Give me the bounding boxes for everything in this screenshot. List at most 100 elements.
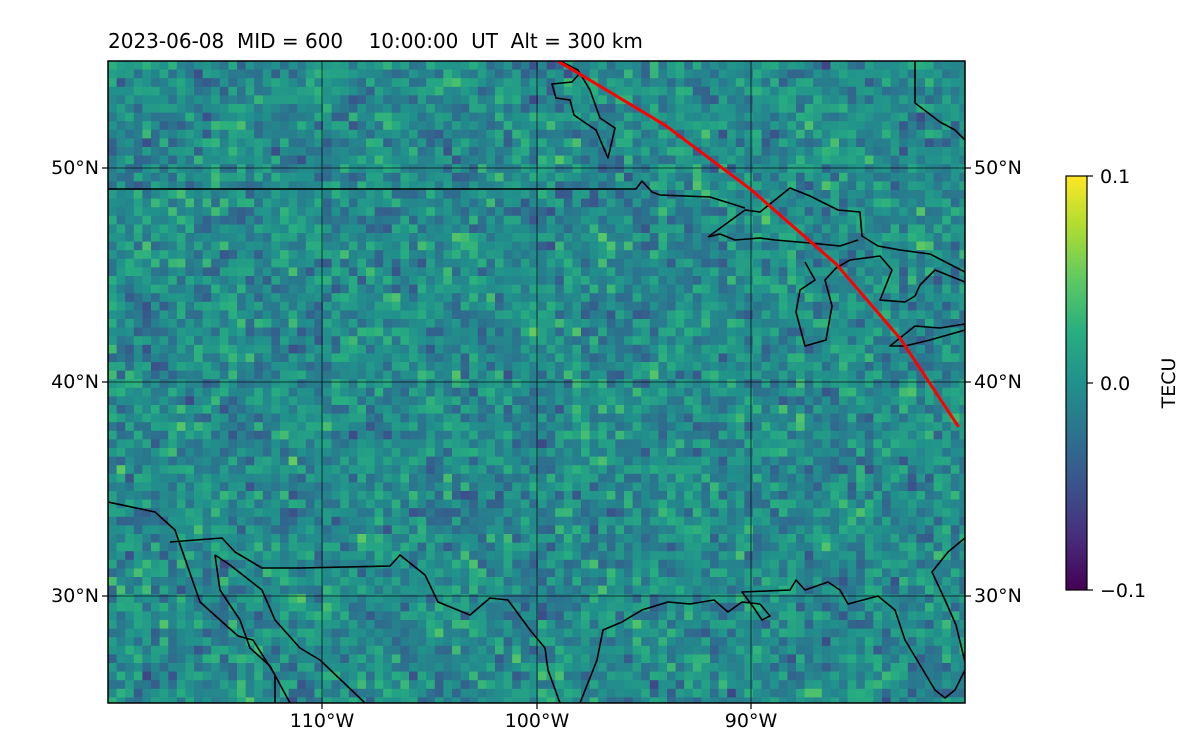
tec-cell [495, 413, 504, 423]
tec-cell [830, 430, 840, 440]
tec-cell [297, 224, 307, 234]
tec-cell [443, 215, 453, 225]
tec-cell [280, 276, 289, 285]
tec-cell [185, 319, 195, 328]
tec-cell [391, 86, 401, 96]
tec-cell [477, 284, 487, 294]
tec-cell [735, 207, 745, 217]
tec-cell [692, 207, 702, 217]
tec-cell [159, 258, 169, 268]
tec-cell [151, 215, 160, 225]
tec-cell [116, 215, 126, 225]
tec-cell [202, 224, 212, 234]
tec-cell [950, 379, 960, 389]
tec-cell [718, 138, 728, 148]
tec-cell [176, 353, 186, 363]
tec-cell [228, 233, 238, 242]
tec-cell [228, 448, 238, 457]
tec-cell [477, 482, 487, 492]
tec-cell [667, 362, 676, 371]
tec-cell [735, 353, 745, 363]
tec-cell [503, 405, 513, 414]
tec-cell [933, 207, 943, 217]
tec-cell [942, 207, 952, 217]
tec-cell [684, 233, 694, 242]
tec-cell [460, 121, 470, 131]
tec-cell [787, 207, 797, 217]
tec-cell [916, 258, 926, 268]
tec-cell [495, 198, 504, 208]
tec-cell [581, 387, 590, 397]
tec-cell [434, 207, 444, 217]
tec-cell [391, 181, 401, 191]
tec-cell [925, 413, 934, 423]
tec-cell [271, 61, 281, 70]
tec-cell [839, 129, 848, 139]
tec-cell [176, 155, 186, 165]
tec-cell [770, 430, 780, 440]
tec-cell [572, 129, 582, 139]
tec-cell [864, 353, 874, 363]
tec-cell [787, 353, 797, 363]
tec-cell [116, 448, 126, 457]
tec-cell [529, 387, 539, 397]
tec-cell [460, 241, 470, 251]
tec-cell [254, 327, 264, 337]
tec-cell [589, 215, 599, 225]
tec-heatmap [108, 61, 965, 703]
tec-cell [271, 86, 281, 96]
tec-cell [366, 362, 375, 371]
tec-cell [323, 155, 332, 165]
tec-cell [409, 112, 418, 122]
tec-cell [761, 164, 771, 174]
tec-cell [288, 448, 298, 457]
tec-cell [495, 233, 504, 242]
tec-cell [847, 293, 857, 303]
tec-cell [314, 207, 324, 217]
tec-cell [890, 267, 900, 277]
tec-cell [133, 164, 143, 174]
tec-cell [280, 95, 289, 105]
tec-cell [796, 370, 805, 380]
tec-cell [314, 164, 324, 174]
tec-cell [538, 181, 547, 191]
tec-cell [452, 267, 461, 277]
tec-cell [718, 362, 728, 371]
tec-cell [366, 121, 375, 131]
tec-cell [228, 69, 238, 79]
tec-cell [434, 465, 444, 475]
tec-cell [254, 413, 264, 423]
tec-cell [692, 276, 702, 285]
tec-cell [641, 207, 651, 217]
tec-cell [151, 241, 160, 251]
tec-cell [366, 456, 375, 466]
tec-cell [452, 224, 461, 234]
tec-cell [142, 456, 152, 466]
tec-cell [718, 121, 728, 131]
tec-cell [813, 164, 823, 174]
tec-cell [538, 344, 547, 354]
tec-cell [400, 482, 410, 492]
tec-cell [649, 121, 659, 131]
tec-cell [366, 181, 375, 191]
tec-cell [383, 250, 393, 260]
tec-cell [357, 190, 367, 199]
tec-cell [159, 456, 169, 466]
tec-cell [391, 95, 401, 105]
tec-cell [228, 104, 238, 113]
tec-cell [443, 405, 453, 414]
tec-cell [280, 181, 289, 191]
tec-cell [185, 379, 195, 389]
tec-cell [340, 413, 350, 423]
tec-cell [830, 353, 840, 363]
tec-cell [271, 336, 281, 346]
tec-cell [460, 224, 470, 234]
tec-cell [555, 396, 565, 406]
tec-cell [245, 190, 255, 199]
tec-cell [804, 319, 814, 328]
tec-cell [271, 172, 281, 182]
tec-cell [873, 456, 883, 466]
tec-cell [950, 344, 960, 354]
tec-cell [778, 362, 788, 371]
tec-cell [641, 172, 651, 182]
